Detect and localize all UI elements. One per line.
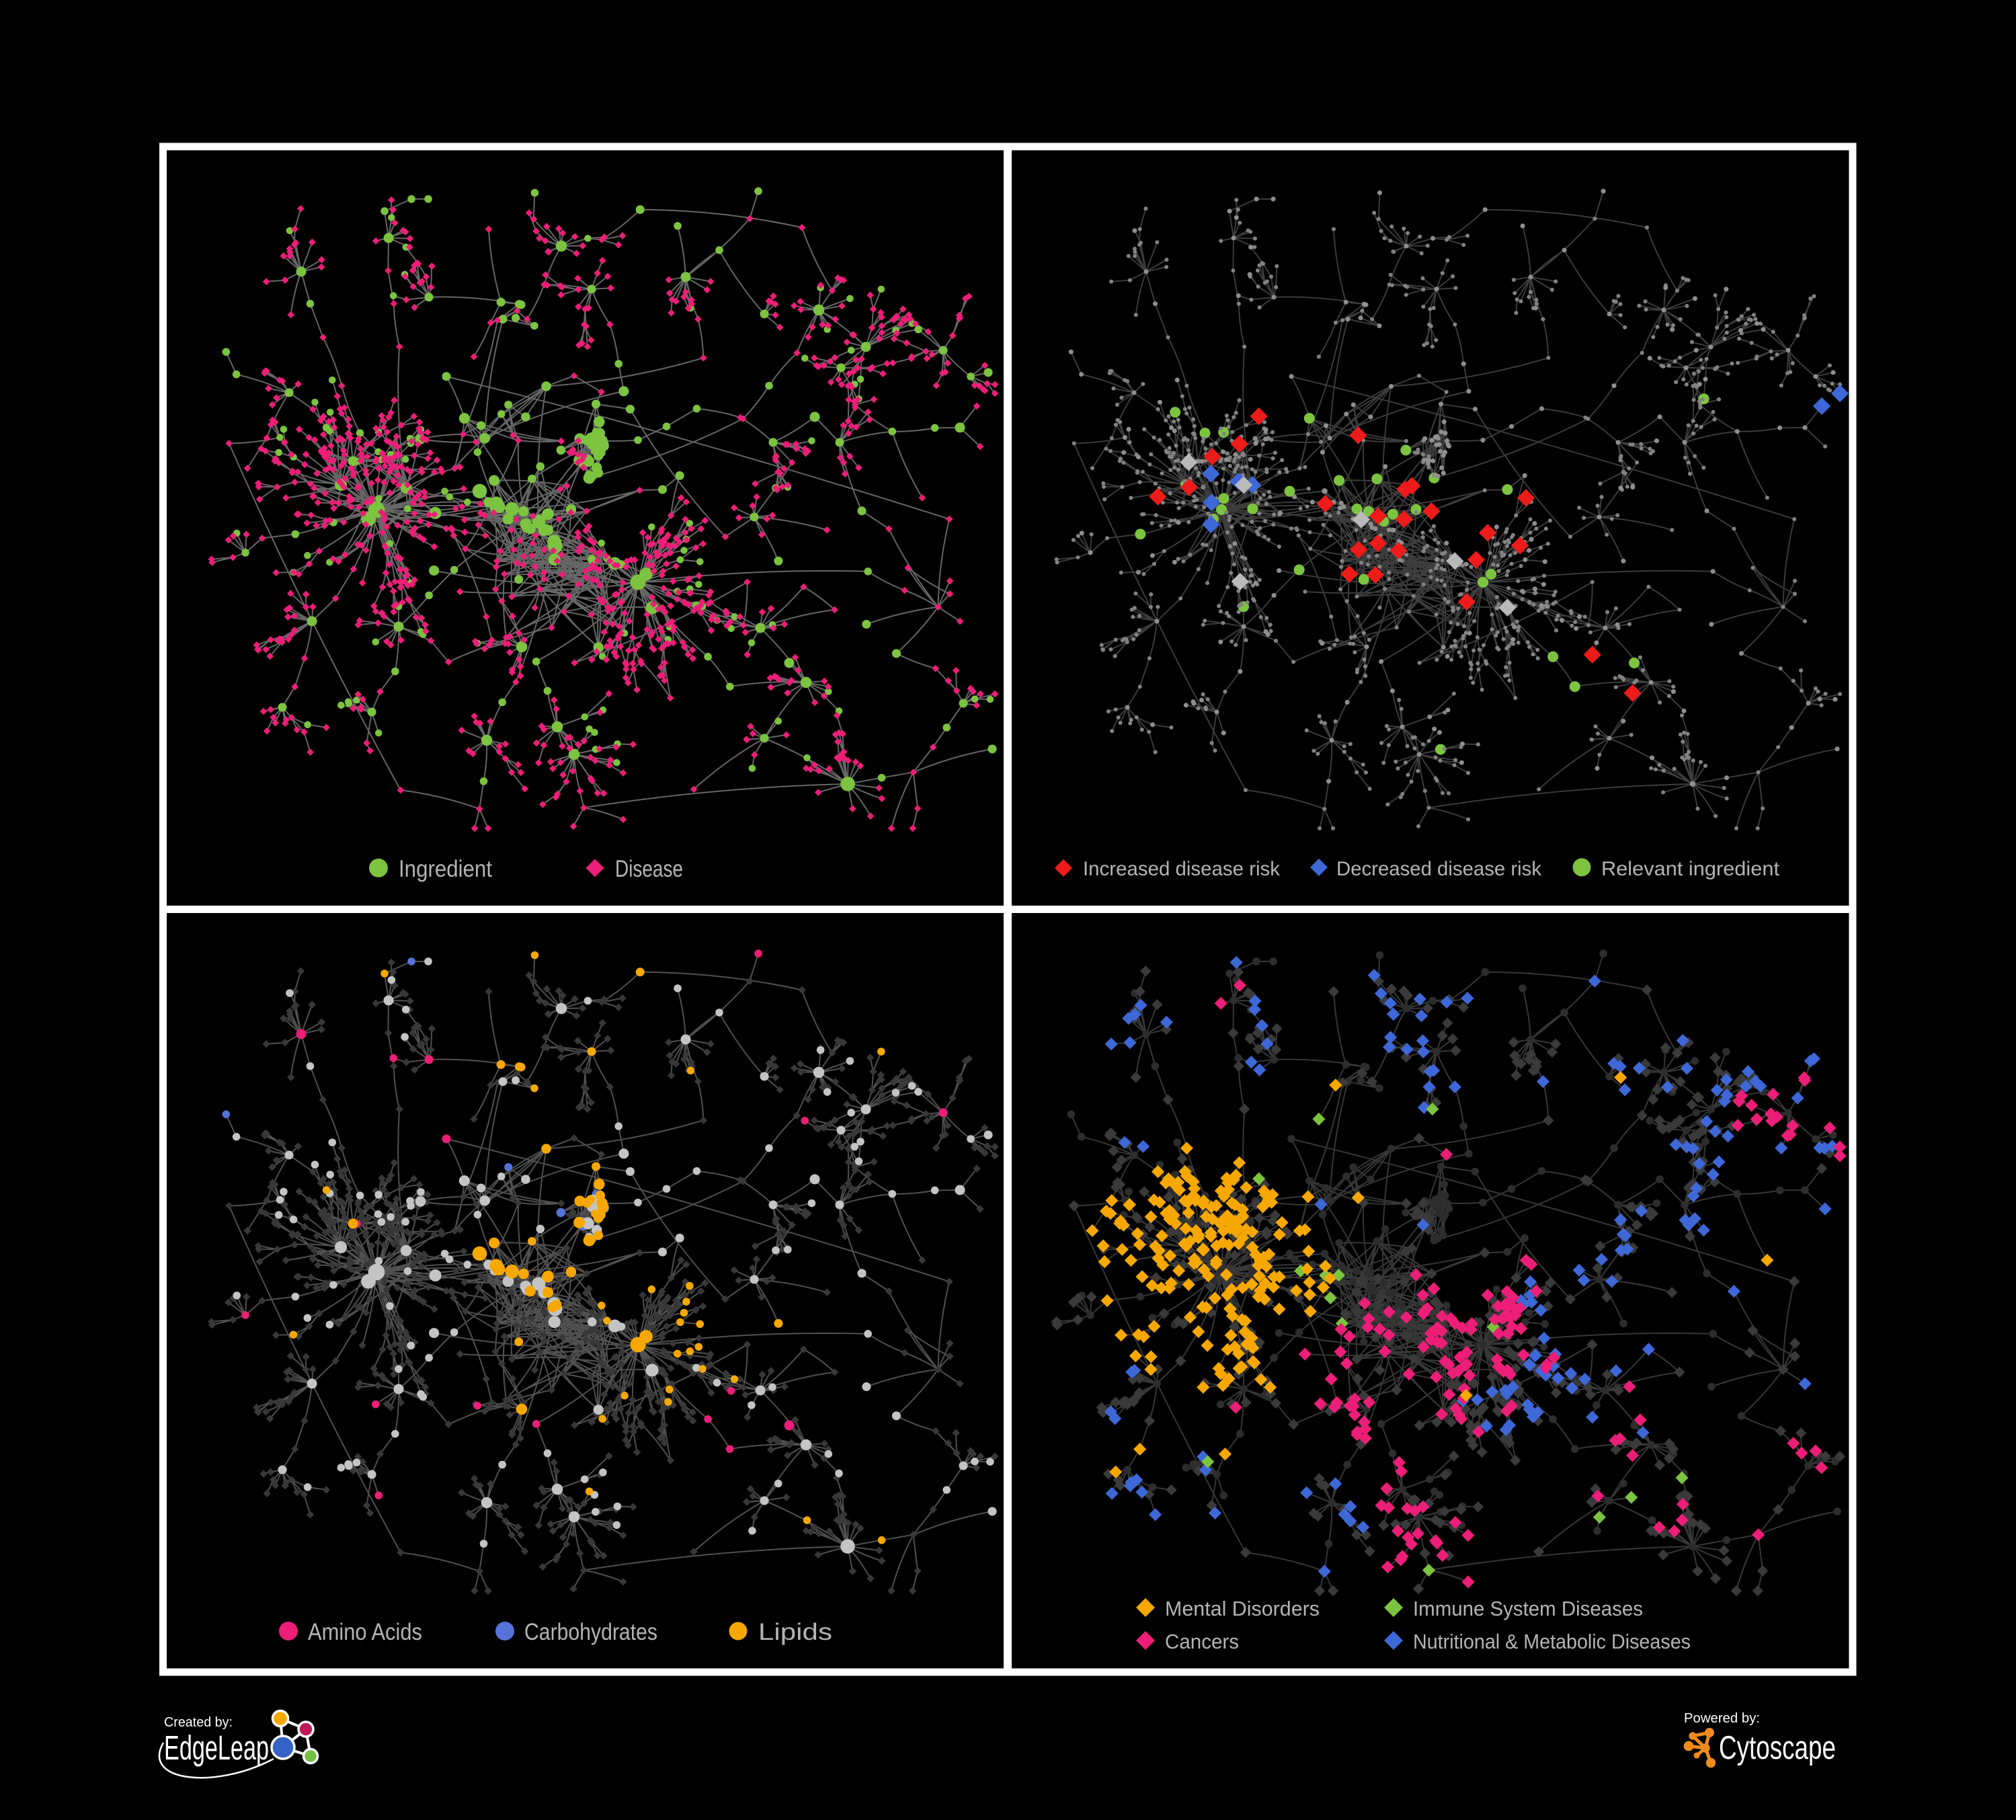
svg-text:EdgeLeap: EdgeLeap: [164, 1729, 269, 1767]
svg-text:Cancers: Cancers: [1165, 1630, 1239, 1653]
svg-text:Nutritional & Metabolic Diseas: Nutritional & Metabolic Diseases: [1413, 1630, 1691, 1653]
svg-text:Carbohydrates: Carbohydrates: [524, 1619, 657, 1645]
svg-text:Amino Acids: Amino Acids: [308, 1619, 422, 1645]
svg-text:Relevant ingredient: Relevant ingredient: [1601, 858, 1780, 880]
svg-text:Increased disease risk: Increased disease risk: [1083, 858, 1281, 880]
svg-text:Created by:: Created by:: [164, 1715, 233, 1730]
svg-text:Powered by:: Powered by:: [1684, 1711, 1760, 1726]
svg-text:Ingredient: Ingredient: [399, 856, 492, 882]
svg-text:Decreased disease risk: Decreased disease risk: [1336, 858, 1542, 880]
svg-text:Immune System Diseases: Immune System Diseases: [1413, 1597, 1643, 1620]
svg-text:Mental Disorders: Mental Disorders: [1165, 1597, 1320, 1620]
svg-text:Cytoscape: Cytoscape: [1719, 1730, 1836, 1766]
svg-text:Lipids: Lipids: [758, 1619, 832, 1645]
svg-text:Disease: Disease: [615, 856, 683, 882]
